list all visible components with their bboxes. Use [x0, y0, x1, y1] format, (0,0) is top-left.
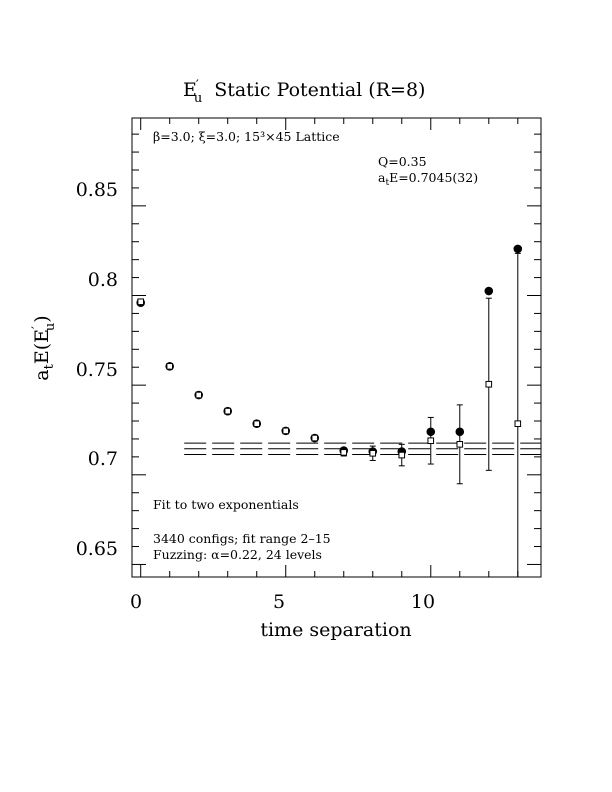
plot-frame — [131, 117, 542, 578]
y-axis-label: atE(E′u) — [30, 315, 58, 380]
configs-annotation: 3440 configs; fit range 2–15 — [153, 531, 331, 546]
y-tick-label-0.75: 0.75 — [76, 359, 118, 381]
data-point-square — [456, 441, 464, 448]
data-point-square — [224, 407, 232, 415]
axis-ticks — [132, 118, 541, 577]
fit-band — [184, 442, 541, 456]
energy-annotation: atE=0.7045(32) — [378, 170, 478, 188]
chart-title: E′ u Static Potential (R=8) — [183, 78, 425, 106]
lattice-annotation: β=3.0; ξ=3.0; 15³×45 Lattice — [153, 129, 340, 144]
data-point-circle — [484, 286, 494, 296]
x-tick-label-10: 10 — [411, 591, 435, 613]
data-point-square — [137, 298, 145, 306]
data-point-square — [514, 420, 522, 428]
data-point-square — [311, 434, 319, 442]
data-point-square — [398, 451, 406, 459]
data-point-square — [166, 363, 174, 370]
data-point-square — [253, 420, 261, 428]
data-point-square — [485, 380, 493, 388]
data-point-square — [195, 391, 203, 399]
y-tick-label-0.8: 0.8 — [88, 269, 118, 291]
data-point-circle — [513, 244, 523, 254]
data-point-square — [369, 449, 377, 457]
y-tick-label-0.85: 0.85 — [76, 179, 118, 201]
data-points — [136, 244, 523, 577]
fit-annotation: Fit to two exponentials — [153, 497, 299, 512]
x-axis-label: time separation — [260, 619, 411, 641]
data-point-square — [282, 427, 290, 435]
x-tick-label-5: 5 — [273, 591, 285, 613]
svg-text:atE(E′u): atE(E′u) — [30, 315, 58, 380]
q-annotation: Q=0.35 — [378, 154, 427, 169]
fuzzing-annotation: Fuzzing: α=0.22, 24 levels — [153, 547, 322, 562]
x-tick-label-0: 0 — [130, 591, 142, 613]
y-tick-label-0.7: 0.7 — [88, 448, 118, 470]
data-point-square — [340, 449, 348, 456]
y-tick-label-0.65: 0.65 — [76, 538, 118, 560]
data-point-square — [427, 437, 435, 445]
